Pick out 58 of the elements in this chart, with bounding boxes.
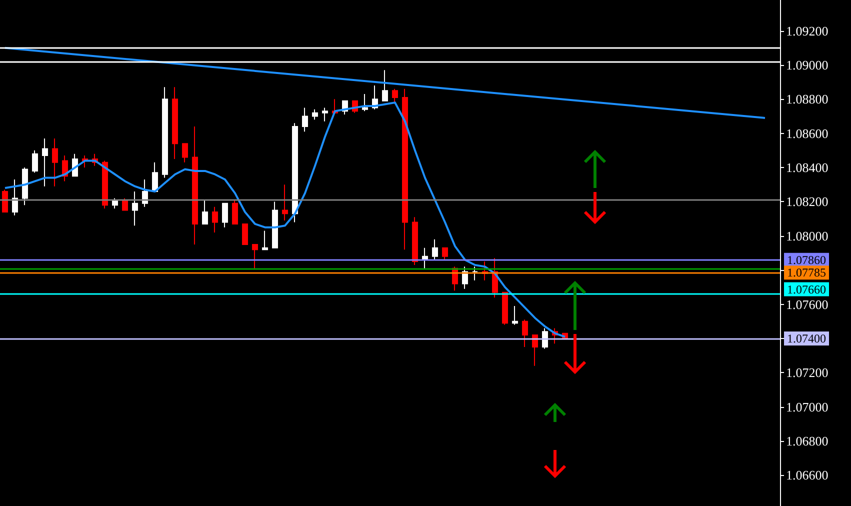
y-tick-label: 1.07200 bbox=[786, 365, 828, 380]
candlestick bbox=[2, 189, 8, 212]
candlestick bbox=[122, 198, 128, 211]
candlestick bbox=[442, 247, 448, 260]
ref-line-label: 1.07400 bbox=[787, 331, 826, 346]
candlestick bbox=[432, 238, 438, 260]
candlestick bbox=[192, 126, 198, 245]
y-tick-label: 1.08600 bbox=[786, 126, 828, 141]
candlestick bbox=[152, 162, 158, 192]
ref-line-label: 1.07785 bbox=[787, 266, 826, 280]
y-tick-label: 1.09000 bbox=[786, 57, 828, 72]
candlestick bbox=[222, 202, 228, 228]
candlestick bbox=[252, 244, 258, 269]
candlestick bbox=[512, 305, 518, 326]
ref-line-label: 1.07660 bbox=[787, 282, 826, 296]
candlestick bbox=[272, 201, 278, 248]
candlestick bbox=[102, 160, 108, 210]
candlestick bbox=[172, 86, 178, 160]
candlestick bbox=[182, 143, 188, 163]
candlestick bbox=[132, 190, 138, 226]
candlestick bbox=[232, 200, 238, 224]
candlestick bbox=[162, 86, 168, 178]
y-tick-label: 1.07000 bbox=[786, 399, 828, 414]
y-tick-label: 1.08400 bbox=[786, 160, 828, 176]
y-tick-label: 1.08000 bbox=[786, 228, 828, 244]
candlestick bbox=[522, 319, 528, 348]
candlestick bbox=[362, 94, 368, 112]
candlestick bbox=[202, 200, 208, 224]
candlestick bbox=[22, 167, 28, 206]
candlestick bbox=[322, 107, 328, 122]
y-tick-label: 1.06600 bbox=[786, 468, 828, 483]
candlestick bbox=[242, 223, 248, 245]
candlestick bbox=[302, 107, 308, 132]
y-tick-label: 1.08200 bbox=[786, 194, 828, 210]
candlestick bbox=[382, 70, 388, 102]
candlestick bbox=[52, 138, 58, 187]
candlestick bbox=[312, 108, 318, 120]
ref-line-label: 1.07860 bbox=[787, 252, 826, 267]
candlestick bbox=[502, 292, 508, 326]
candlestick bbox=[542, 328, 548, 350]
y-tick-label: 1.09200 bbox=[786, 23, 828, 38]
y-tick-label: 1.07600 bbox=[786, 296, 828, 312]
candlestick bbox=[212, 206, 218, 233]
candlestick bbox=[292, 122, 298, 223]
candlestick bbox=[142, 178, 148, 208]
candlestick bbox=[472, 266, 478, 281]
candlestick bbox=[392, 88, 398, 104]
candlestick bbox=[42, 138, 48, 187]
candlestick bbox=[282, 184, 288, 222]
candlestick bbox=[32, 150, 38, 174]
candlestick bbox=[262, 230, 268, 250]
y-tick-label: 1.06800 bbox=[786, 434, 828, 449]
candlestick bbox=[412, 216, 418, 266]
candlestick bbox=[532, 334, 538, 366]
candlestick bbox=[402, 88, 408, 250]
line-series bbox=[4, 102, 566, 338]
candlestick bbox=[422, 247, 428, 269]
y-tick-label: 1.08800 bbox=[786, 92, 828, 107]
